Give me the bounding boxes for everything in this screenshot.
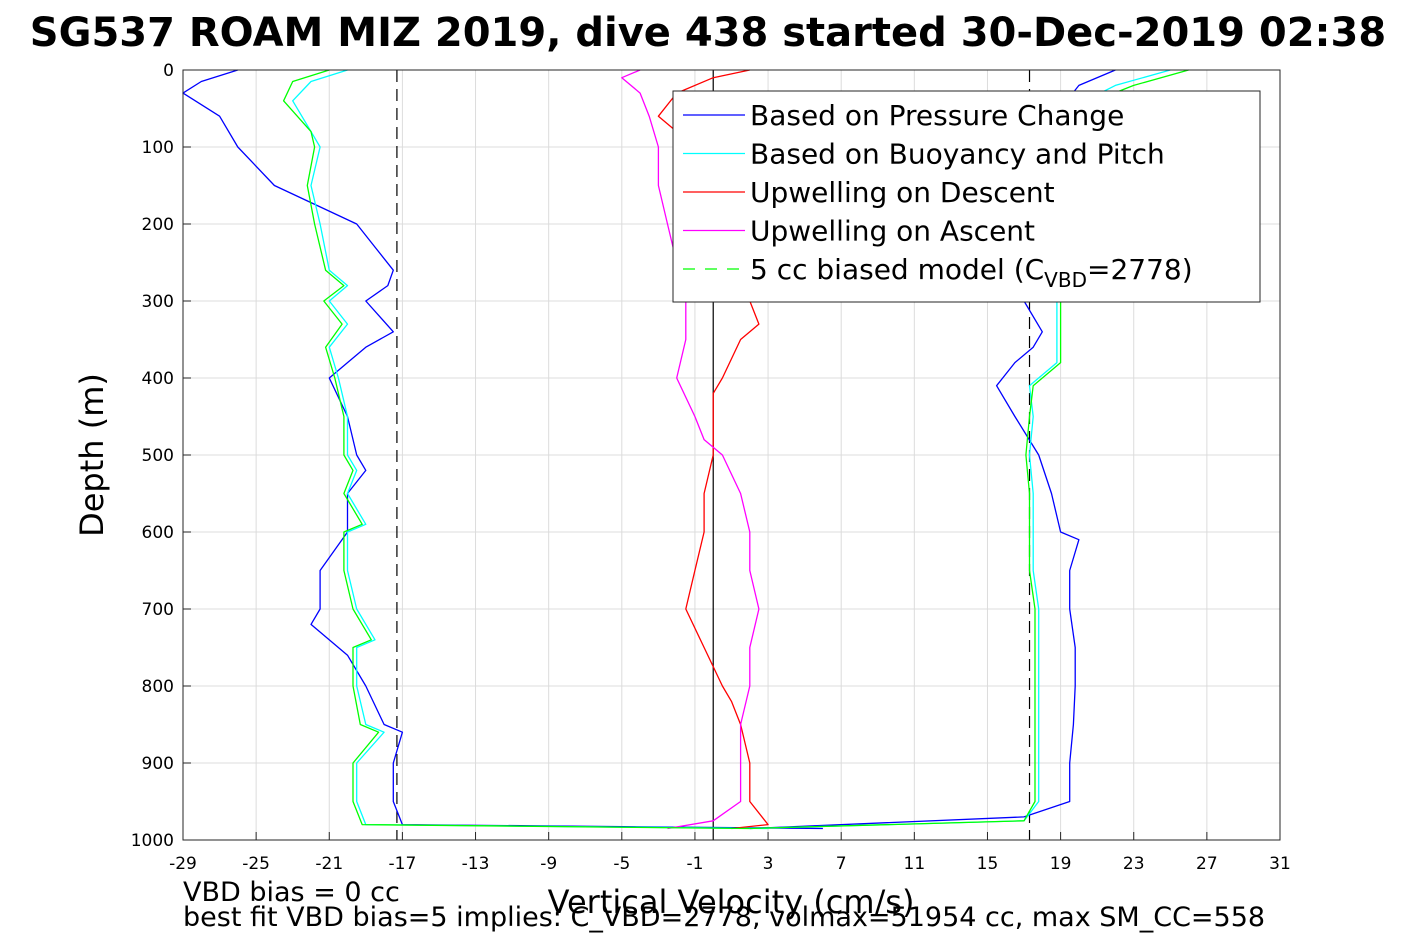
- best-fit-note: best fit VBD bias=5 implies: C_VBD=2778,…: [183, 902, 1266, 933]
- y-tick-label: 600: [142, 523, 174, 543]
- y-tick-label: 700: [142, 600, 174, 620]
- x-axis-ticks: -29 -25 -21 -17 -13 -9 -5 -1 3 7 11 15 19 23 27 31: [169, 832, 1291, 874]
- x-tick-label: 31: [1269, 854, 1291, 874]
- legend-label-tail: =2778): [1087, 253, 1193, 286]
- x-tick-label: 3: [763, 854, 774, 874]
- legend-label: Upwelling on Descent: [750, 176, 1055, 209]
- legend-label-text: Upwelling on Descent: [750, 176, 1055, 209]
- vbd-bias-note: VBD bias = 0 cc: [183, 877, 400, 908]
- legend-label: Upwelling on Ascent: [750, 215, 1035, 248]
- x-tick-label: -29: [169, 854, 197, 874]
- y-tick-label: 200: [142, 215, 174, 235]
- legend: Based on Pressure Change Based on Buoyanc…: [672, 90, 1261, 303]
- legend-label-text: Upwelling on Ascent: [750, 215, 1035, 248]
- legend-box: [672, 90, 1261, 303]
- y-tick-label: 400: [142, 369, 174, 389]
- legend-label: Based on Buoyancy and Pitch: [750, 138, 1165, 171]
- y-tick-label: 500: [142, 446, 174, 466]
- legend-label-text: Based on Pressure Change: [750, 99, 1124, 132]
- y-tick-label: 900: [142, 754, 174, 774]
- y-tick-label: 300: [142, 292, 174, 312]
- legend-label-text: Based on Buoyancy and Pitch: [750, 138, 1165, 171]
- x-tick-label: -17: [389, 854, 417, 874]
- x-tick-label: 11: [904, 854, 926, 874]
- legend-label: 5 cc biased model (CVBD=2778): [750, 253, 1193, 292]
- chart-title: SG537 ROAM MIZ 2019, dive 438 started 30…: [30, 10, 1386, 56]
- x-axis-label: Vertical Velocity (cm/s): [548, 883, 915, 921]
- y-axis-label: Depth (m): [73, 373, 111, 537]
- x-tick-label: -9: [540, 854, 557, 874]
- x-tick-label: -21: [315, 854, 343, 874]
- y-tick-label: 800: [142, 677, 174, 697]
- y-axis-ticks: 0 100 200 300 400 500 600 700 800 900 1000: [131, 61, 191, 851]
- x-tick-label: 15: [977, 854, 999, 874]
- x-tick-label: -5: [613, 854, 630, 874]
- series-line-5-cc-biased-model-c-vbd-2778: [282, 69, 750, 830]
- x-tick-label: 19: [1050, 854, 1072, 874]
- x-tick-label: 7: [836, 854, 847, 874]
- y-tick-label: 1000: [131, 831, 174, 851]
- x-tick-label: -13: [462, 854, 490, 874]
- x-tick-label: 23: [1123, 854, 1145, 874]
- series-line-based-on-buoyancy-and-pitch: [292, 69, 769, 830]
- legend-label-text: 5 cc biased model (C: [750, 253, 1044, 286]
- x-tick-label: -1: [686, 854, 703, 874]
- legend-label-subscript: VBD: [1044, 268, 1087, 292]
- y-tick-label: 0: [163, 61, 174, 81]
- x-tick-label: -25: [242, 854, 270, 874]
- legend-label: Based on Pressure Change: [750, 99, 1124, 132]
- y-tick-label: 100: [142, 138, 174, 158]
- x-tick-label: 27: [1196, 854, 1218, 874]
- series-line-upwelling-on-ascent: [621, 69, 760, 830]
